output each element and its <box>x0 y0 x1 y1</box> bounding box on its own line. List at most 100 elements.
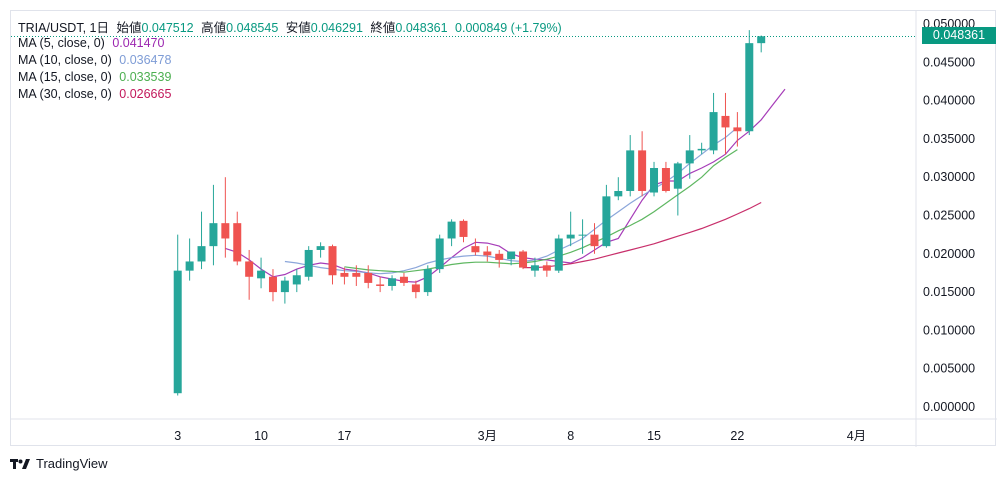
close-value: 0.048361 <box>395 21 448 35</box>
candle-body[interactable] <box>650 168 659 193</box>
candle-body[interactable] <box>471 246 480 253</box>
candle-body[interactable] <box>221 223 230 239</box>
ohlc-legend: TRIA/USDT, 1日 始値0.047512 高値0.048545 安値0.… <box>18 17 566 36</box>
x-tick-label: 4月 <box>847 429 866 443</box>
candle-body[interactable] <box>435 238 444 270</box>
y-tick-label: 0.015000 <box>923 285 975 299</box>
ma5-label: MA (5, close, 0) <box>18 36 105 50</box>
ma15-label: MA (15, close, 0) <box>18 70 112 84</box>
x-tick-label: 22 <box>730 429 744 443</box>
ma-line <box>225 88 786 283</box>
chart-frame[interactable]: 0.050000 0.045000 0.040000 0.035000 0.030000… <box>10 10 997 447</box>
candle-body[interactable] <box>316 246 325 250</box>
tradingview-logo-icon <box>10 458 30 469</box>
candle-body[interactable] <box>507 251 516 260</box>
x-tick-label: 3 <box>174 429 181 443</box>
y-tick-label: 0.025000 <box>923 209 975 223</box>
x-tick-label: 15 <box>647 429 661 443</box>
ma-line <box>344 149 738 273</box>
candle-body[interactable] <box>352 272 361 277</box>
ma-line <box>523 201 762 269</box>
candle-body[interactable] <box>399 276 408 283</box>
ma10-label: MA (10, close, 0) <box>18 53 112 67</box>
high-label: 高値 <box>201 21 227 35</box>
last-price-tag: 0.048361 <box>922 27 996 45</box>
ma15-value: 0.033539 <box>119 70 172 84</box>
candle-body[interactable] <box>304 249 313 277</box>
x-tick-label: 17 <box>337 429 351 443</box>
candle-body[interactable] <box>590 234 599 247</box>
price-chart[interactable]: 0.0500000.0450000.0400000.0350000.030000… <box>11 11 997 447</box>
x-tick-label: 3月 <box>478 429 497 443</box>
ma30-value: 0.026665 <box>119 87 172 101</box>
candle-body[interactable] <box>245 261 254 277</box>
candle-body[interactable] <box>209 223 218 247</box>
candle-body[interactable] <box>626 150 635 191</box>
y-tick-label: 0.020000 <box>923 247 975 261</box>
candle-body[interactable] <box>340 272 349 277</box>
ma30-label: MA (30, close, 0) <box>18 87 112 101</box>
ma10-legend[interactable]: MA (10, close, 0) 0.036478 <box>18 53 175 67</box>
candle-body[interactable] <box>519 251 528 268</box>
open-value: 0.047512 <box>141 21 194 35</box>
ma5-legend[interactable]: MA (5, close, 0) 0.041470 <box>18 36 168 50</box>
candle-body[interactable] <box>709 112 718 151</box>
candle-body[interactable] <box>530 265 539 271</box>
y-tick-label: 0.045000 <box>923 55 975 69</box>
candle-body[interactable] <box>257 270 266 279</box>
candle-body[interactable] <box>233 223 242 262</box>
tradingview-logo[interactable]: TradingView <box>10 456 108 471</box>
candle-body[interactable] <box>673 163 682 189</box>
candle-body[interactable] <box>447 221 456 239</box>
open-label: 始値 <box>116 21 142 35</box>
symbol-label: TRIA/USDT, 1日 <box>18 21 109 35</box>
y-tick-label: 0.030000 <box>923 170 975 184</box>
ma10-value: 0.036478 <box>119 53 172 67</box>
candle-body[interactable] <box>566 234 575 239</box>
candle-body[interactable] <box>721 115 730 128</box>
candle-body[interactable] <box>614 190 623 197</box>
candle-body[interactable] <box>578 234 587 236</box>
low-label: 安値 <box>285 21 311 35</box>
candle-body[interactable] <box>638 150 647 191</box>
candle-body[interactable] <box>388 278 397 286</box>
candle-body[interactable] <box>411 284 420 293</box>
candle-body[interactable] <box>733 127 742 132</box>
candle-body[interactable] <box>197 246 206 262</box>
y-tick-label: 0.035000 <box>923 132 975 146</box>
candle-body[interactable] <box>173 270 182 394</box>
brand-label: TradingView <box>36 456 108 471</box>
y-tick-label: 0.010000 <box>923 323 975 337</box>
candle-body[interactable] <box>185 261 194 271</box>
close-label: 終値 <box>370 21 396 35</box>
x-tick-label: 8 <box>567 429 574 443</box>
candle-body[interactable] <box>495 253 504 260</box>
candle-body[interactable] <box>364 272 373 283</box>
candle-body[interactable] <box>459 220 468 237</box>
low-value: 0.046291 <box>310 21 363 35</box>
y-tick-label: 0.000000 <box>923 400 975 414</box>
ma15-legend[interactable]: MA (15, close, 0) 0.033539 <box>18 70 175 84</box>
candle-body[interactable] <box>268 276 277 293</box>
candle-body[interactable] <box>376 284 385 286</box>
ma5-value: 0.041470 <box>112 36 165 50</box>
candle-body[interactable] <box>685 150 694 164</box>
candle-body[interactable] <box>745 43 754 132</box>
candle-body[interactable] <box>757 36 766 44</box>
candle-body[interactable] <box>697 148 706 151</box>
y-tick-label: 0.040000 <box>923 94 975 108</box>
candle-body[interactable] <box>661 168 670 191</box>
change-value: 0.000849 (+1.79%) <box>455 21 562 35</box>
candle-body[interactable] <box>292 275 301 285</box>
candle-body[interactable] <box>483 251 492 256</box>
high-value: 0.048545 <box>226 21 279 35</box>
candle-body[interactable] <box>328 246 337 276</box>
candle-body[interactable] <box>280 280 289 293</box>
candle-body[interactable] <box>423 269 432 293</box>
candle-body[interactable] <box>542 265 551 271</box>
y-tick-label: 0.005000 <box>923 362 975 376</box>
candle-body[interactable] <box>554 238 563 271</box>
ma30-legend[interactable]: MA (30, close, 0) 0.026665 <box>18 87 175 101</box>
candle-body[interactable] <box>602 196 611 247</box>
x-tick-label: 10 <box>254 429 268 443</box>
